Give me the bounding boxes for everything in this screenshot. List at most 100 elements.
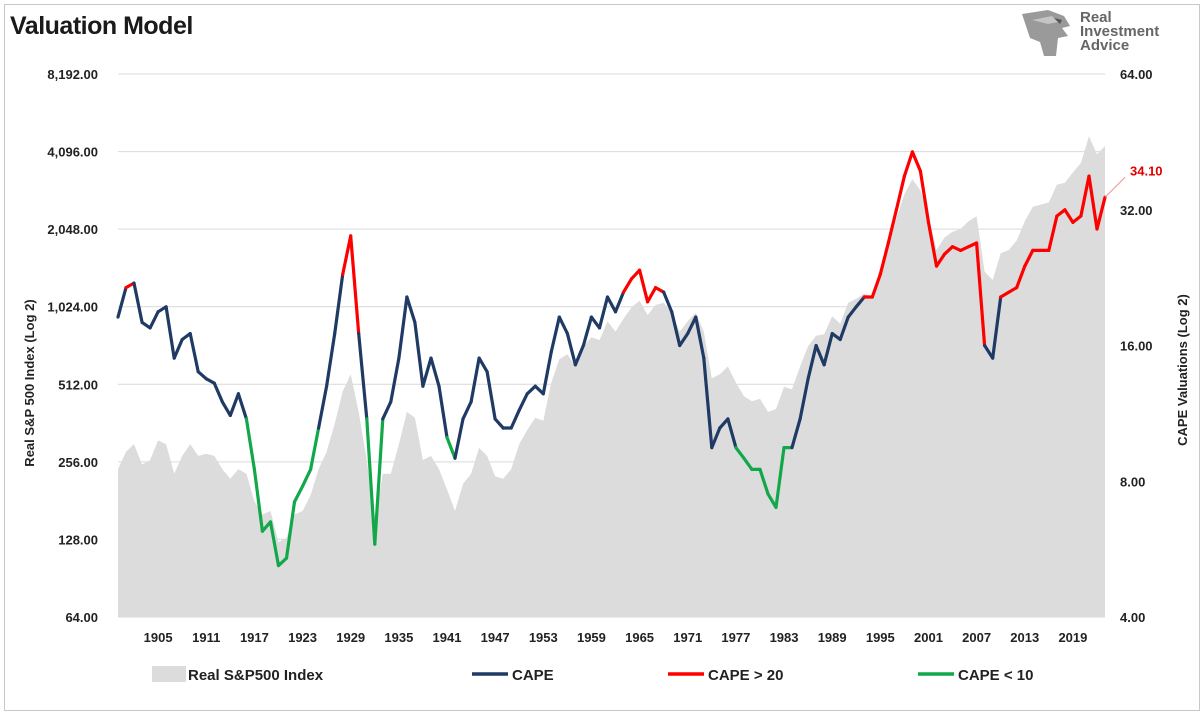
cape-segment [573,343,586,367]
left-tick-label: 512.00 [58,377,98,392]
cape-segment [878,241,890,276]
cape-segment [252,467,264,533]
logo-text: Real Investment Advice [1080,9,1160,53]
cape-segment [405,295,417,324]
cape-segment [613,290,626,314]
cape-segment [870,272,882,299]
right-tick-label: 4.00 [1120,610,1145,625]
cape-segment [517,392,529,412]
cape-segment [934,252,947,268]
legend-item: CAPE > 20 [668,667,783,684]
cape-segment [477,356,489,374]
x-tick-label: 2013 [1010,630,1039,645]
x-tick-label: 1941 [433,630,462,645]
legend-label: Real S&P500 Index [188,667,324,684]
eagle-icon [1022,10,1070,56]
cape-segment [1095,195,1107,231]
cape-segment [485,370,497,421]
x-tick-label: 1995 [866,630,895,645]
right-axis-ticks: 4.00 8.00 16.00 32.00 64.00 [1120,67,1153,625]
cape-segment [461,400,473,421]
annotation-label: 34.10 [1130,163,1163,178]
cape-segment [244,417,256,471]
cape-segment [140,320,152,330]
cape-segment [349,234,361,336]
cape-segment [148,310,160,330]
cape-segment [774,446,786,509]
x-tick-label: 2007 [962,630,991,645]
x-tick-label: 1971 [673,630,702,645]
cape-segment [734,446,746,460]
cape-segment [637,268,650,304]
series-real-sp500-index-area [118,136,1105,617]
cape-segment [469,356,481,404]
cape-segment [357,332,369,421]
cape-segment [742,456,754,471]
left-tick-label: 256.00 [58,455,98,470]
cape-segment [220,400,232,417]
cape-segment [292,484,305,504]
annotation-leader-line [1104,176,1126,198]
legend-item: CAPE < 10 [918,667,1033,684]
cape-segment [918,169,931,224]
left-tick-label: 4,096.00 [47,145,98,160]
cape-segment [1087,174,1099,231]
cape-segment [702,356,714,450]
logo-text-line2: Investment [1080,23,1160,40]
cape-segment [806,343,818,381]
cape-segment [645,286,658,304]
cape-segment [557,315,570,336]
right-tick-label: 32.00 [1120,203,1153,218]
cape-segment [718,417,730,430]
company-logo: Real Investment Advice [1018,8,1178,58]
cape-segment [726,417,738,450]
cape-segment [236,392,248,421]
right-axis-title: CAPE Valuations (Log 2) [1175,294,1190,446]
right-tick-label: 64.00 [1120,67,1153,82]
cape-segment [710,426,722,450]
cape-segment [429,356,441,388]
cape-segment [164,305,176,360]
x-tick-label: 1965 [625,630,654,645]
cape-segment [333,272,345,336]
cape-segment [670,310,682,348]
x-tick-label: 1947 [481,630,510,645]
cape-segment [798,377,810,421]
legend-swatch [152,666,186,682]
x-tick-label: 1929 [336,630,365,645]
cape-segment [854,295,866,309]
x-tick-label: 1917 [240,630,269,645]
cape-segment [894,174,907,212]
series-cape-lines [116,150,1107,568]
x-tick-label: 1923 [288,630,317,645]
cape-segment [421,356,433,388]
cape-segment [284,500,297,560]
cape-segment [790,417,802,450]
legend-label: CAPE [512,667,554,684]
cape-segment [629,268,642,281]
cape-segment [341,234,353,276]
x-tick-label: 1989 [818,630,847,645]
left-axis-ticks: 64.00 128.00 256.00 512.00 1,024.00 2,048.00 4… [47,67,98,625]
cape-segment [365,417,377,546]
cape-segment [886,208,899,245]
cape-segment [325,332,337,388]
cape-segment [413,320,425,388]
cape-segment [974,241,987,348]
logo-text-line1: Real [1080,9,1112,26]
chart-title: Valuation Model [10,12,193,40]
cape-segment [822,332,834,367]
cape-segment [766,492,778,509]
cape-segment [116,286,128,319]
cape-segment [838,315,850,342]
cape-segment [437,384,449,440]
cape-segment [942,245,955,256]
cape-segment [228,392,240,417]
cape-segment [549,315,561,354]
cape-segment [662,290,674,314]
cape-segment [694,315,706,360]
x-tick-label: 1911 [192,630,220,645]
left-tick-label: 8,192.00 [47,67,98,82]
cape-segment [445,435,457,460]
